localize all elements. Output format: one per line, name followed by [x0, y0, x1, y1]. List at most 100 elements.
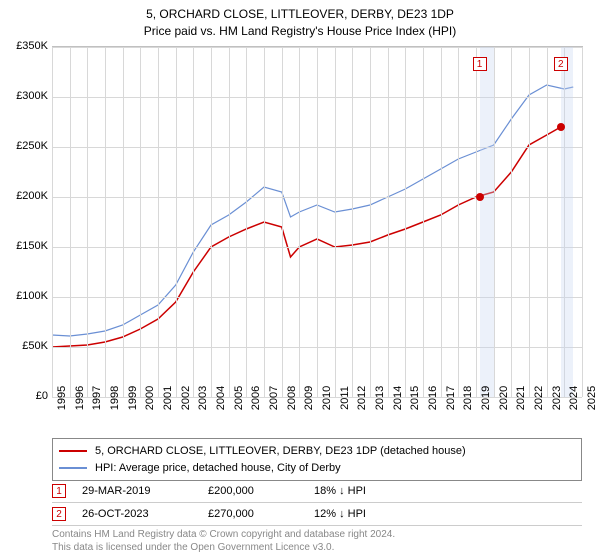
y-tick-label: £150K	[16, 240, 48, 252]
footnote-line: Contains HM Land Registry data © Crown c…	[52, 528, 582, 541]
x-tick-label: 1995	[56, 386, 68, 410]
gridline	[70, 47, 71, 397]
x-tick-label: 2024	[568, 386, 580, 410]
gridline	[282, 47, 283, 397]
gridline	[229, 47, 230, 397]
txn-price: £270,000	[208, 508, 298, 520]
x-tick-label: 2015	[409, 386, 421, 410]
marker-badge: 1	[52, 484, 66, 498]
gridline	[388, 47, 389, 397]
title-line-2: Price paid vs. HM Land Registry's House …	[0, 23, 600, 40]
y-tick-label: £250K	[16, 140, 48, 152]
gridline	[547, 47, 548, 397]
gridline	[582, 47, 583, 397]
legend-item: HPI: Average price, detached house, City…	[59, 460, 575, 477]
x-tick-label: 2020	[498, 386, 510, 410]
txn-price: £200,000	[208, 485, 298, 497]
x-tick-label: 2010	[321, 386, 333, 410]
txn-date: 26-OCT-2023	[82, 508, 192, 520]
gridline	[352, 47, 353, 397]
x-tick-label: 2023	[551, 386, 563, 410]
sale-dot	[476, 193, 484, 201]
gridline	[494, 47, 495, 397]
marker-label: 1	[473, 57, 487, 71]
legend-swatch	[59, 467, 87, 469]
gridline	[246, 47, 247, 397]
txn-pct: 12% ↓ HPI	[314, 508, 582, 520]
legend-label: HPI: Average price, detached house, City…	[95, 460, 341, 477]
x-tick-label: 2014	[392, 386, 404, 410]
marker-label: 2	[554, 57, 568, 71]
x-tick-label: 1997	[91, 386, 103, 410]
gridline	[140, 47, 141, 397]
series-line-hpi	[52, 85, 573, 336]
gridline	[87, 47, 88, 397]
x-tick-label: 2021	[515, 386, 527, 410]
legend-label: 5, ORCHARD CLOSE, LITTLEOVER, DERBY, DE2…	[95, 443, 466, 460]
x-tick-label: 2022	[533, 386, 545, 410]
x-tick-label: 1996	[74, 386, 86, 410]
gridline	[370, 47, 371, 397]
sale-dot	[557, 123, 565, 131]
chart-title: 5, ORCHARD CLOSE, LITTLEOVER, DERBY, DE2…	[0, 0, 600, 40]
shade-band	[480, 47, 494, 397]
gridline	[441, 47, 442, 397]
y-tick-label: £100K	[16, 290, 48, 302]
marker-badge: 2	[52, 507, 66, 521]
x-tick-label: 2012	[356, 386, 368, 410]
chart-container: 5, ORCHARD CLOSE, LITTLEOVER, DERBY, DE2…	[0, 0, 600, 560]
txn-date: 29-MAR-2019	[82, 485, 192, 497]
y-tick-label: £0	[36, 390, 48, 402]
x-tick-label: 2004	[215, 386, 227, 410]
gridline	[211, 47, 212, 397]
gridline	[52, 47, 53, 397]
plot-area: 12	[52, 46, 583, 397]
x-tick-label: 2005	[233, 386, 245, 410]
txn-pct: 18% ↓ HPI	[314, 485, 582, 497]
title-line-1: 5, ORCHARD CLOSE, LITTLEOVER, DERBY, DE2…	[0, 6, 600, 23]
gridline	[299, 47, 300, 397]
x-tick-label: 2008	[286, 386, 298, 410]
x-tick-label: 2003	[197, 386, 209, 410]
x-tick-label: 2007	[268, 386, 280, 410]
legend-item: 5, ORCHARD CLOSE, LITTLEOVER, DERBY, DE2…	[59, 443, 575, 460]
y-tick-label: £350K	[16, 40, 48, 52]
footnote-line: This data is licensed under the Open Gov…	[52, 541, 582, 554]
legend: 5, ORCHARD CLOSE, LITTLEOVER, DERBY, DE2…	[52, 438, 582, 481]
y-tick-label: £200K	[16, 190, 48, 202]
gridline	[423, 47, 424, 397]
x-tick-label: 2001	[162, 386, 174, 410]
x-tick-label: 1998	[109, 386, 121, 410]
x-tick-label: 2009	[303, 386, 315, 410]
gridline	[529, 47, 530, 397]
gridline	[176, 47, 177, 397]
x-tick-label: 2011	[339, 386, 351, 410]
gridline	[264, 47, 265, 397]
gridline	[123, 47, 124, 397]
gridline	[105, 47, 106, 397]
footnote: Contains HM Land Registry data © Crown c…	[52, 528, 582, 554]
transactions-table: 1 29-MAR-2019 £200,000 18% ↓ HPI 2 26-OC…	[52, 480, 582, 526]
x-tick-label: 2017	[445, 386, 457, 410]
x-tick-label: 2018	[462, 386, 474, 410]
x-tick-label: 2019	[480, 386, 492, 410]
x-tick-label: 2025	[586, 386, 598, 410]
table-row: 1 29-MAR-2019 £200,000 18% ↓ HPI	[52, 480, 582, 503]
x-tick-label: 1999	[127, 386, 139, 410]
x-tick-label: 2000	[144, 386, 156, 410]
table-row: 2 26-OCT-2023 £270,000 12% ↓ HPI	[52, 503, 582, 526]
gridline	[405, 47, 406, 397]
gridline	[476, 47, 477, 397]
gridline	[193, 47, 194, 397]
x-tick-label: 2006	[250, 386, 262, 410]
gridline	[511, 47, 512, 397]
gridline	[158, 47, 159, 397]
x-tick-label: 2002	[180, 386, 192, 410]
y-tick-label: £50K	[22, 340, 48, 352]
gridline	[317, 47, 318, 397]
shade-band	[561, 47, 573, 397]
legend-swatch	[59, 450, 87, 452]
x-tick-label: 2013	[374, 386, 386, 410]
x-tick-label: 2016	[427, 386, 439, 410]
y-tick-label: £300K	[16, 90, 48, 102]
